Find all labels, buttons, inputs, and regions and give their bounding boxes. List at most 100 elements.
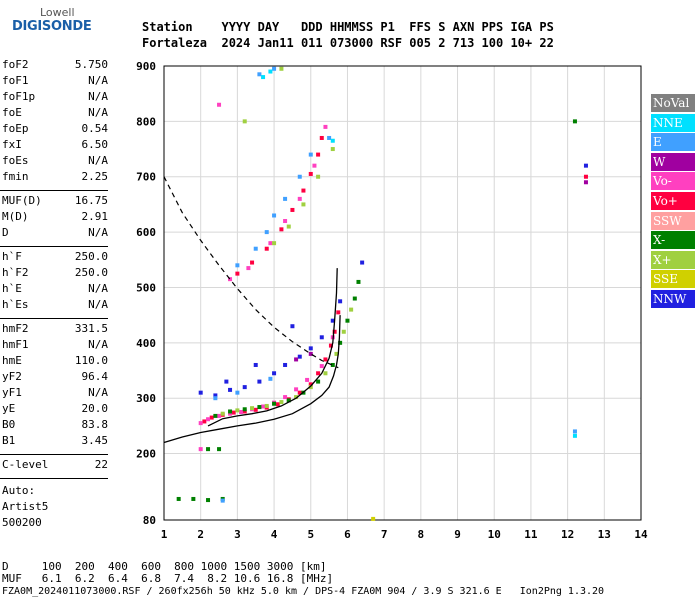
data-point [345,318,350,323]
footer-muf-line: MUF 6.1 6.2 6.4 6.8 7.4 8.2 10.6 16.8 [M… [2,572,334,585]
param-row: h`Es N/A [2,298,108,314]
param-label: MUF(D) [2,194,42,207]
y-tick-label: 80 [143,514,156,527]
param-value: N/A [88,282,108,295]
param-value: 83.8 [81,418,109,431]
data-point [308,382,313,387]
data-point [257,72,262,77]
param-value: 250.0 [74,250,108,263]
param-row: foF1 N/A [2,74,108,90]
data-point [371,516,376,521]
param-value: 0.54 [81,122,109,135]
data-point [213,396,218,401]
legend-item: X+ [651,250,695,269]
data-point [206,498,211,503]
param-separator [0,190,108,191]
data-point [206,417,211,422]
data-point [228,387,233,392]
param-value: 16.75 [74,194,108,207]
data-point [305,377,310,382]
param-label: foEs [2,154,29,167]
data-point [301,188,306,193]
param-label: h`F2 [2,266,29,279]
param-value: 5.750 [74,58,108,71]
data-point [228,277,233,282]
data-point [323,124,328,129]
data-point [286,398,291,403]
param-row: B1 3.45 [2,434,108,450]
data-point [202,419,207,424]
param-label: foF2 [2,58,29,71]
param-label: foEp [2,122,29,135]
muf-curve [163,176,339,369]
data-point [319,135,324,140]
data-point [308,346,313,351]
data-point [235,408,240,413]
data-point [176,496,181,501]
param-value: N/A [88,90,108,103]
param-separator [0,246,108,247]
data-point [268,376,273,381]
data-point [209,415,214,420]
param-row: foEp 0.54 [2,122,108,138]
data-point [308,351,313,356]
data-point [228,409,233,414]
data-point [316,174,321,179]
data-point [332,329,337,334]
param-label: hmF1 [2,338,29,351]
data-point [572,429,577,434]
y-tick-label: 900 [136,60,156,73]
param-row: fmin 2.25 [2,170,108,186]
param-value: N/A [88,226,108,239]
param-row: foF2 5.750 [2,58,108,74]
legend-item: X- [651,231,695,250]
data-point [341,329,346,334]
logo-lowell: Lowell [40,6,75,19]
param-label: yF2 [2,370,22,383]
data-point [330,138,335,143]
footer-info-line: FZA0M_2024011073000.RSF / 260fx256h 50 k… [2,586,605,597]
data-point [206,447,211,452]
data-point [294,387,299,392]
param-label: foF1p [2,90,36,103]
param-row: h`F2 250.0 [2,266,108,282]
param-value: N/A [88,106,108,119]
data-point [268,241,273,246]
param-value: N/A [88,154,108,167]
data-point [330,362,335,367]
data-point [253,246,258,251]
data-point [319,364,324,369]
data-point [239,410,244,415]
param-row: hmF2 331.5 [2,322,108,338]
data-point [297,354,302,359]
data-point [213,393,218,398]
data-point [220,411,225,416]
header-line-1: Station YYYY DAY DDD HHMMSS P1 FFS S AXN… [142,20,554,34]
data-point [246,266,251,271]
data-point [250,260,255,265]
data-point [336,310,341,315]
data-point [257,405,262,410]
data-point [279,400,284,405]
param-label: hmE [2,354,22,367]
data-point [264,246,269,251]
param-label: h`E [2,282,22,295]
virtual-height-trace [207,268,338,427]
data-point [242,407,247,412]
param-value: N/A [88,298,108,311]
data-point [253,362,258,367]
data-point [253,407,258,412]
y-tick-label: 200 [136,448,156,461]
param-label: foF1 [2,74,29,87]
auto-label: Auto: [2,484,36,497]
data-point [572,119,577,124]
data-point [356,279,361,284]
param-row: foF1p N/A [2,90,108,106]
data-point [272,213,277,218]
auto-method: Artist5 [2,500,49,513]
param-label: M(D) [2,210,29,223]
param-label: h`F [2,250,22,263]
data-point [257,379,262,384]
x-tick-label: 8 [418,528,425,541]
legend-item: Vo- [651,172,695,191]
